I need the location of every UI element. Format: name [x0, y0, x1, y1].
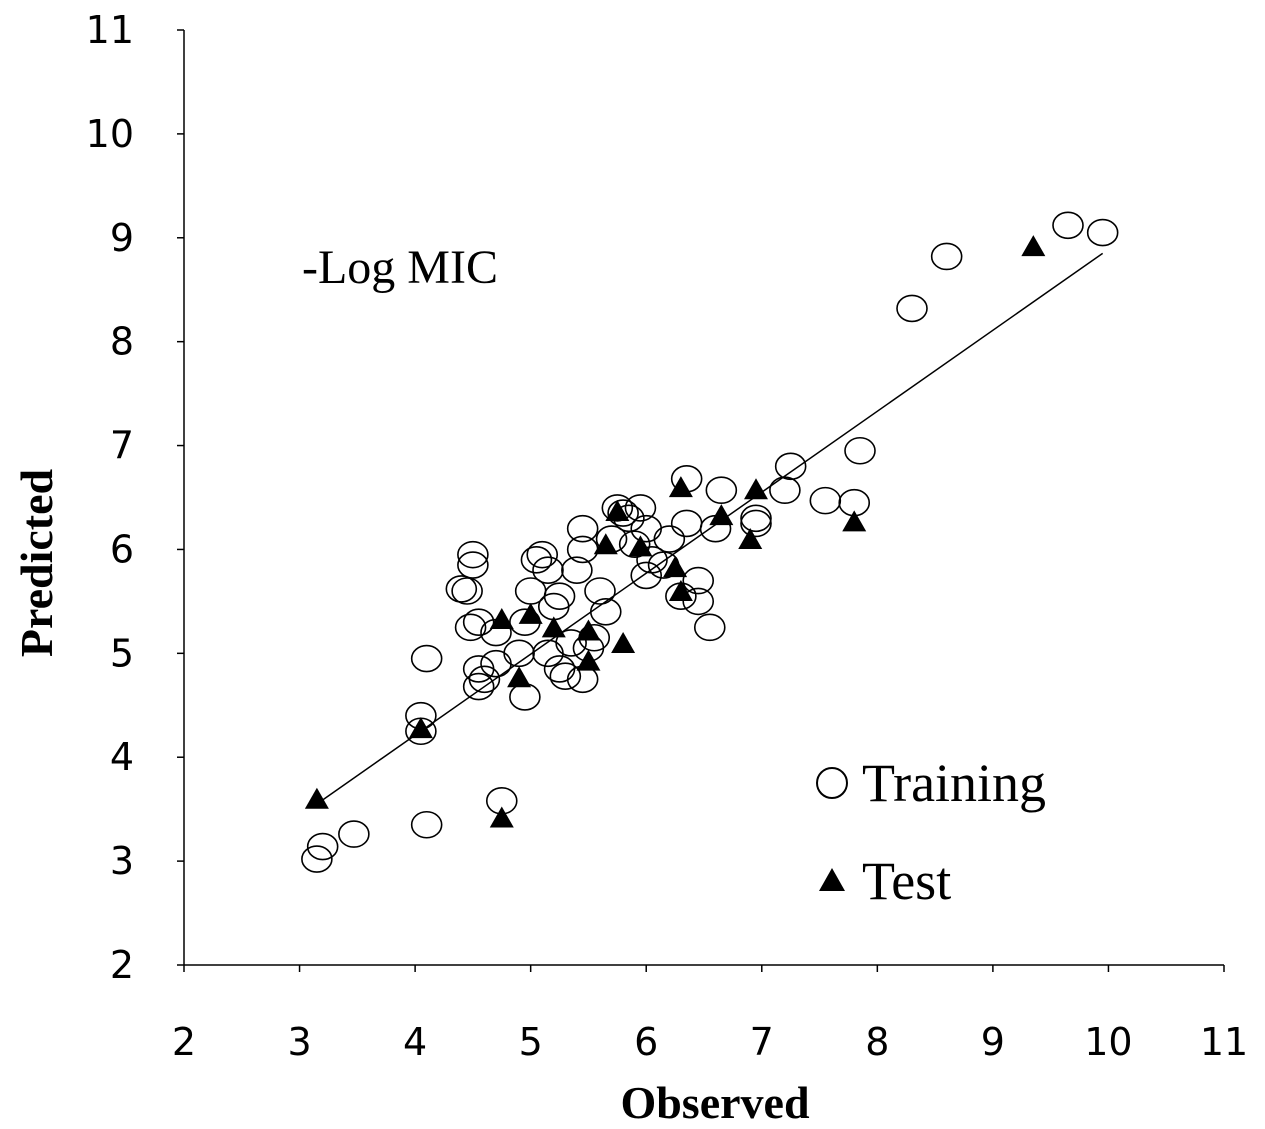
legend-training-marker	[816, 767, 848, 799]
test-point	[593, 533, 618, 555]
training-point	[555, 629, 587, 657]
y-tick-label: 11	[86, 8, 134, 52]
training-point	[338, 820, 370, 848]
x-tick-label: 7	[750, 1020, 774, 1064]
training-point	[451, 577, 483, 605]
legend-test-label: Test	[862, 851, 951, 911]
training-point	[589, 597, 622, 626]
training-point	[705, 476, 738, 505]
trendline-group	[316, 252, 1104, 805]
training-point	[693, 613, 726, 642]
y-tick-label: 4	[110, 735, 134, 779]
training-point	[682, 587, 715, 616]
test-point	[611, 631, 636, 653]
training-point	[618, 530, 651, 559]
y-tick-label: 9	[110, 216, 134, 260]
test-point	[576, 619, 601, 641]
y-axis-title: Predicted	[11, 468, 62, 657]
test-series	[304, 235, 1046, 828]
x-tick-label: 6	[634, 1020, 658, 1064]
test-point	[663, 556, 688, 578]
test-point	[408, 717, 433, 739]
test-point	[628, 535, 653, 557]
x-tick-label: 9	[981, 1020, 1005, 1064]
chart-annotation: -Log MIC	[302, 241, 498, 294]
training-point	[457, 551, 489, 579]
x-tick-label: 2	[172, 1020, 196, 1064]
training-point	[454, 613, 487, 642]
y-tick-label: 6	[110, 527, 134, 571]
training-point	[740, 509, 772, 538]
training-point	[740, 504, 772, 533]
test-point	[668, 476, 693, 498]
x-tick-label: 3	[287, 1020, 311, 1064]
training-point	[607, 499, 639, 527]
test-point	[489, 608, 514, 630]
training-point	[532, 556, 564, 585]
training-point	[809, 486, 842, 515]
y-tick-label: 7	[110, 424, 134, 468]
training-point	[410, 810, 443, 839]
training-point	[462, 608, 495, 636]
training-point	[543, 582, 576, 610]
training-point	[624, 494, 657, 522]
x-tick-label: 5	[519, 1020, 543, 1064]
test-point	[576, 649, 601, 671]
y-tick-label: 2	[110, 943, 134, 987]
test-point	[668, 580, 693, 601]
test-point	[507, 666, 532, 688]
legend-training-label: Training	[862, 753, 1046, 813]
training-point	[301, 845, 333, 873]
x-axis: 2 3 4 5 6 7 8 9 10 11	[172, 964, 1248, 1064]
x-tick-label: 10	[1084, 1020, 1132, 1064]
training-series	[301, 211, 1119, 873]
y-tick-label: 5	[110, 631, 134, 675]
test-point	[709, 504, 734, 526]
test-point	[605, 500, 630, 522]
training-point	[584, 577, 616, 605]
training-point	[526, 540, 559, 569]
training-point	[930, 242, 963, 271]
training-point	[566, 514, 599, 543]
test-point	[842, 510, 867, 532]
training-point	[561, 556, 593, 585]
training-point	[445, 575, 478, 603]
legend-test-marker	[819, 868, 845, 891]
x-tick-label: 8	[865, 1020, 889, 1064]
test-point	[541, 616, 566, 638]
training-point	[462, 672, 495, 701]
training-point	[306, 832, 339, 861]
training-point	[1086, 218, 1119, 247]
test-point	[744, 478, 768, 500]
training-point	[410, 644, 443, 673]
training-point	[896, 294, 928, 323]
test-point	[518, 602, 543, 624]
test-point	[304, 787, 329, 809]
test-point	[738, 528, 763, 550]
training-point	[457, 540, 489, 569]
training-point	[774, 452, 807, 481]
training-point	[630, 561, 663, 590]
y-tick-label: 3	[110, 839, 134, 883]
training-point	[682, 566, 715, 595]
y-axis: 2 3 4 5 6 7 8 9 10 11	[86, 8, 185, 987]
training-point	[520, 546, 553, 574]
test-point	[1021, 235, 1046, 257]
x-tick-label: 4	[403, 1020, 427, 1064]
training-point	[844, 436, 876, 465]
x-tick-label: 11	[1200, 1020, 1248, 1064]
trendline	[316, 252, 1104, 805]
x-axis-title: Observed	[620, 1077, 810, 1128]
y-tick-label: 8	[110, 320, 134, 364]
training-point	[549, 662, 582, 690]
y-tick-label: 10	[86, 112, 134, 156]
legend: Training Test	[816, 753, 1046, 911]
training-point	[1052, 211, 1084, 240]
training-point	[468, 665, 501, 694]
training-point	[653, 525, 686, 553]
training-point	[769, 476, 801, 505]
test-point	[489, 806, 514, 828]
